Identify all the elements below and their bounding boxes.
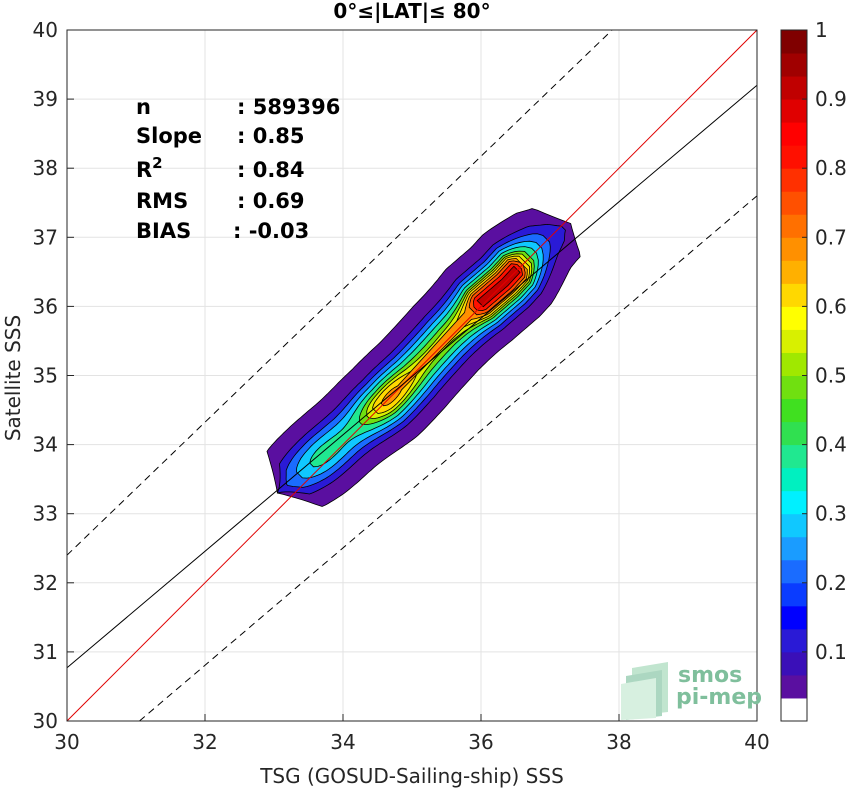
colorbar-segment — [781, 352, 807, 376]
colorbar — [780, 29, 808, 722]
colorbar-segment — [781, 398, 807, 423]
colorbar-segment — [781, 559, 807, 584]
colorbar-segment — [781, 168, 807, 192]
colorbar-segment — [781, 582, 807, 607]
colorbar-tick-label: 0.9 — [815, 87, 847, 111]
colorbar-segment — [781, 260, 807, 284]
stat-label: n — [136, 95, 151, 119]
y-tick-label: 30 — [33, 709, 58, 733]
y-tick-label: 40 — [33, 18, 58, 42]
chart-title: 0°≤|LAT|≤ 80° — [333, 0, 490, 23]
colorbar-segment — [781, 467, 807, 492]
colorbar-tick-label: 0.3 — [815, 502, 847, 526]
colorbar-segment — [781, 375, 807, 400]
y-tick-label: 33 — [33, 502, 58, 526]
colorbar-segment — [781, 99, 807, 123]
x-tick-label: 38 — [606, 730, 631, 754]
x-tick-label: 30 — [54, 730, 79, 754]
stat-label: Slope — [136, 124, 202, 148]
stat-value: : 0.84 — [237, 158, 305, 182]
colorbar-segment — [781, 237, 807, 261]
density-contour-level — [476, 265, 521, 308]
colorbar-segment — [781, 30, 807, 54]
colorbar-segment — [781, 605, 807, 630]
x-tick-label: 32 — [192, 730, 217, 754]
colorbar-segment — [781, 53, 807, 77]
logo-text-smos: smos — [678, 663, 742, 688]
y-tick-label: 31 — [33, 640, 58, 664]
stat-value: : 0.69 — [237, 189, 305, 213]
y-tick-label: 38 — [33, 156, 58, 180]
stat-label: RMS — [136, 189, 188, 213]
colorbar-segment — [781, 76, 807, 100]
logo-text-pimep: pi-mep — [676, 685, 762, 710]
y-tick-label: 35 — [33, 364, 58, 388]
stat-value: : 589396 — [237, 95, 340, 119]
x-tick-label: 36 — [468, 730, 493, 754]
colorbar-segment — [781, 536, 807, 561]
colorbar-segment — [781, 214, 807, 238]
colorbar-tick-label: 0.8 — [815, 156, 847, 180]
y-tick-label: 32 — [33, 571, 58, 595]
colorbar-segment — [781, 306, 807, 330]
y-tick-label: 34 — [33, 433, 58, 457]
identity-line — [67, 30, 757, 721]
logo-graphic — [621, 662, 668, 720]
colorbar-tick-label: 0.4 — [815, 433, 847, 457]
colorbar-segment — [781, 651, 807, 676]
colorbar-tick-label: 0.7 — [815, 225, 847, 249]
y-axis-label: Satellite SSS — [1, 315, 25, 441]
colorbar-segment — [781, 283, 807, 307]
colorbar-segment — [781, 490, 807, 515]
fit-line — [67, 84, 757, 669]
x-axis-ticks: 30 32 34 36 38 40 — [54, 714, 770, 754]
colorbar-tick-label: 0.6 — [815, 294, 847, 318]
colorbar-tick-label: 0.1 — [815, 640, 847, 664]
colorbar-tick-label: 0.2 — [815, 571, 847, 595]
colorbar-segment — [781, 674, 807, 699]
colorbar-segment — [781, 421, 807, 446]
colorbar-segment — [781, 697, 807, 722]
colorbar-segment — [781, 122, 807, 146]
colorbar-segment — [781, 628, 807, 653]
stat-value: : 0.85 — [237, 124, 305, 148]
stat-value: : -0.03 — [233, 219, 309, 243]
x-tick-label: 40 — [744, 730, 769, 754]
density-contours — [266, 208, 581, 507]
colorbar-ticks: 0.1 0.2 0.3 0.4 0.5 0.6 0.7 0.8 0.9 1 — [802, 18, 847, 664]
upper-bound-line — [67, 30, 613, 556]
colorbar-segment — [781, 145, 807, 169]
reference-lines — [67, 30, 757, 721]
stat-label: BIAS — [136, 219, 191, 243]
y-tick-label: 37 — [33, 225, 58, 249]
colorbar-segment — [781, 513, 807, 538]
x-tick-label: 34 — [330, 730, 355, 754]
y-tick-label: 36 — [33, 294, 58, 318]
grid-lines — [66, 29, 758, 722]
colorbar-segment — [781, 329, 807, 353]
y-axis-ticks: 30 31 32 33 34 35 36 37 38 39 40 — [33, 18, 74, 733]
x-axis-label: TSG (GOSUD-Sailing-ship) SSS — [259, 764, 564, 788]
colorbar-tick-label: 1 — [815, 18, 828, 42]
y-tick-label: 39 — [33, 87, 58, 111]
colorbar-tick-label: 0.5 — [815, 364, 847, 388]
smos-pimep-logo: smos pi-mep — [621, 662, 762, 720]
colorbar-segment — [781, 444, 807, 469]
lower-bound-line — [139, 195, 757, 721]
colorbar-segment — [781, 191, 807, 215]
